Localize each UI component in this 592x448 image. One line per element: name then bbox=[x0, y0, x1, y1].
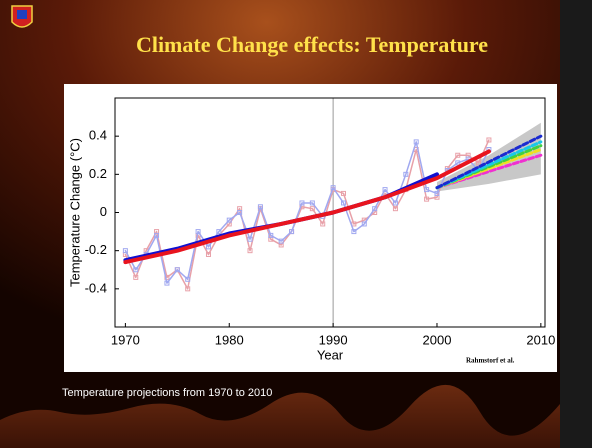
point-marker bbox=[278, 238, 284, 244]
point-marker bbox=[195, 229, 201, 235]
point-marker bbox=[403, 171, 409, 177]
point-marker bbox=[257, 204, 263, 210]
point-marker bbox=[351, 229, 357, 235]
caption: Temperature projections from 1970 to 201… bbox=[62, 387, 272, 399]
point-marker bbox=[341, 200, 347, 206]
point-marker bbox=[486, 137, 492, 143]
chart-panel bbox=[64, 84, 557, 372]
annotation: Rahmstorf et al. bbox=[466, 357, 515, 365]
point-marker bbox=[455, 152, 461, 158]
y-tick-label: -0.4 bbox=[85, 280, 107, 295]
point-marker bbox=[268, 232, 274, 238]
y-axis-label: Temperature Change (°C) bbox=[67, 138, 82, 287]
series-line bbox=[435, 134, 543, 190]
point-marker bbox=[237, 210, 243, 215]
point-marker bbox=[476, 160, 482, 166]
point-marker bbox=[424, 196, 430, 202]
point-marker bbox=[154, 232, 160, 238]
point-marker bbox=[424, 187, 430, 193]
x-tick-label: 1990 bbox=[319, 332, 348, 347]
slide-title: Climate Change effects: Temperature bbox=[136, 32, 488, 57]
point-marker bbox=[226, 217, 232, 223]
y-tick-label: 0 bbox=[100, 204, 107, 219]
point-marker bbox=[299, 200, 305, 206]
point-marker bbox=[434, 190, 440, 196]
point-marker bbox=[309, 206, 315, 212]
y-tick-label: -0.2 bbox=[85, 242, 107, 257]
x-tick-label: 1970 bbox=[111, 332, 140, 347]
x-tick-label: 2010 bbox=[526, 332, 555, 347]
point-marker bbox=[341, 190, 347, 196]
point-marker bbox=[320, 221, 326, 227]
point-marker bbox=[455, 160, 461, 166]
footer-wave bbox=[0, 384, 560, 448]
point-marker bbox=[382, 187, 388, 193]
point-marker bbox=[174, 267, 180, 273]
point-marker bbox=[205, 251, 211, 257]
y-tick-label: 0.2 bbox=[89, 166, 107, 181]
x-tick-label: 2000 bbox=[423, 332, 452, 347]
point-marker bbox=[185, 286, 191, 292]
point-marker bbox=[247, 236, 253, 242]
x-tick-label: 1980 bbox=[215, 332, 244, 347]
point-marker bbox=[392, 200, 398, 206]
logo bbox=[11, 5, 33, 28]
point-marker bbox=[216, 229, 222, 235]
y-tick-label: 0.4 bbox=[89, 128, 107, 143]
plot: 1970 1980 1990 2000 2010 -0.4 -0.2 0 0.2 0.4 Year T… bbox=[67, 97, 555, 365]
point-marker bbox=[392, 206, 398, 212]
point-marker bbox=[164, 280, 170, 286]
point-marker bbox=[205, 244, 211, 250]
point-marker bbox=[247, 248, 253, 254]
point-marker bbox=[361, 221, 367, 227]
point-marker bbox=[330, 185, 336, 191]
point-marker bbox=[289, 229, 295, 235]
point-marker bbox=[122, 248, 128, 254]
point-marker bbox=[309, 200, 315, 206]
series-line bbox=[123, 149, 491, 265]
point-marker bbox=[133, 274, 139, 280]
point-marker bbox=[372, 206, 378, 212]
x-axis-label: Year bbox=[317, 347, 344, 362]
side-band bbox=[560, 0, 592, 448]
point-marker bbox=[185, 276, 191, 282]
point-marker bbox=[413, 139, 419, 145]
point-marker bbox=[133, 267, 139, 273]
